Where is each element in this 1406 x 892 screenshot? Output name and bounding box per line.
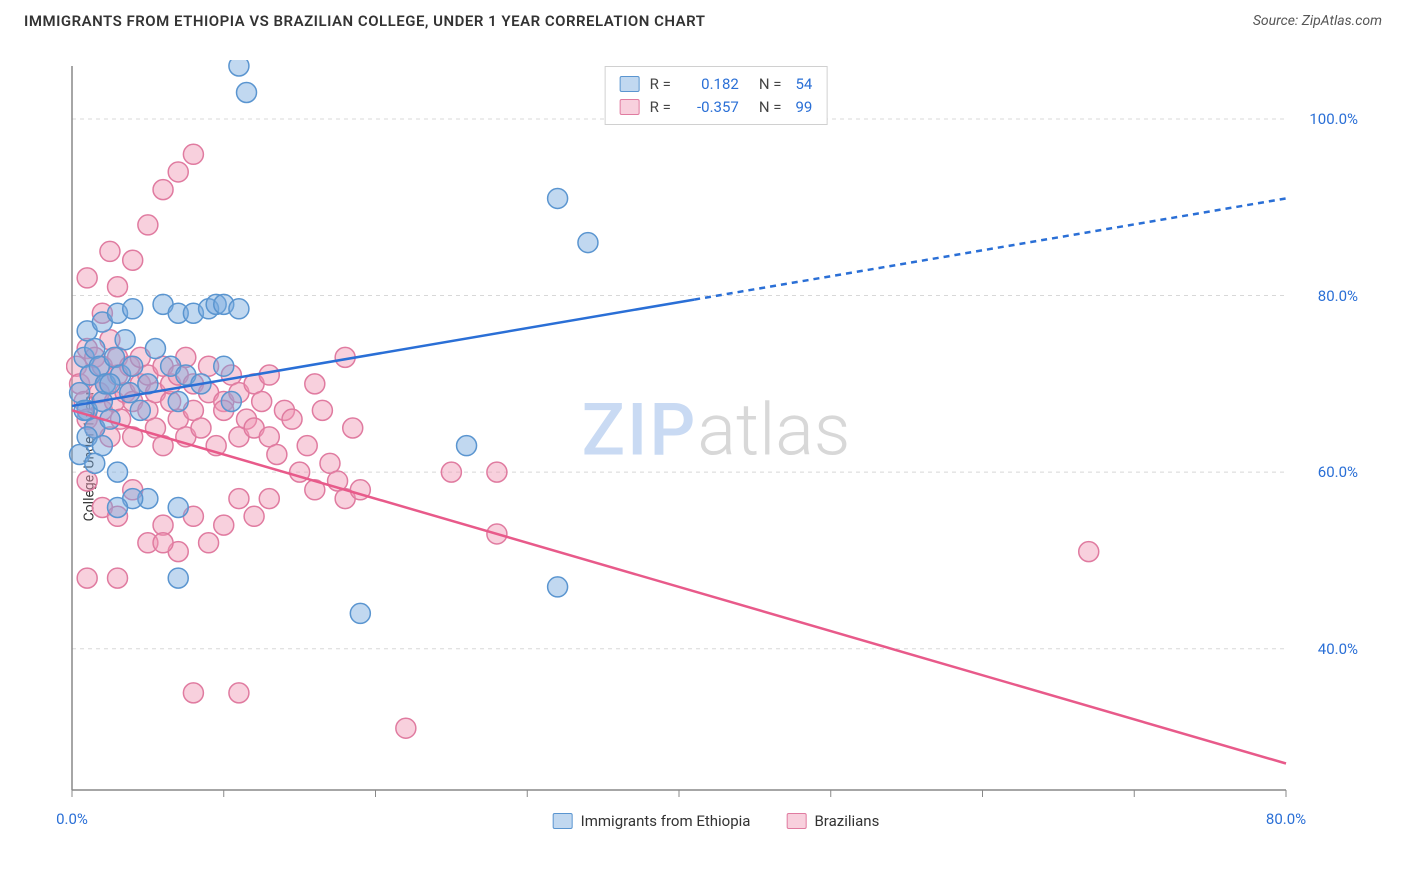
r-value-ethiopia: 0.182 xyxy=(685,73,739,96)
chart-container: College, Under 1 year ZIPatlas R = 0.182… xyxy=(24,46,1384,866)
swatch-blue-icon xyxy=(553,813,573,829)
legend-label-brazilians: Brazilians xyxy=(814,812,879,830)
series-legend: Immigrants from Ethiopia Brazilians xyxy=(553,812,880,830)
source-attribution: Source: ZipAtlas.com xyxy=(1253,13,1382,29)
legend-item-ethiopia: Immigrants from Ethiopia xyxy=(553,812,751,830)
y-tick-label: 80.0% xyxy=(1318,287,1358,305)
swatch-pink-icon xyxy=(620,99,640,115)
x-tick-label: 0.0% xyxy=(56,810,88,828)
n-label: N = xyxy=(759,73,782,96)
y-tick-label: 40.0% xyxy=(1318,640,1358,658)
correlation-legend: R = 0.182 N = 54 R = -0.357 N = 99 xyxy=(605,66,828,125)
n-value-ethiopia: 54 xyxy=(795,73,812,96)
legend-row-ethiopia: R = 0.182 N = 54 xyxy=(620,73,813,96)
swatch-pink-icon xyxy=(786,813,806,829)
scatter-chart xyxy=(66,60,1366,830)
swatch-blue-icon xyxy=(620,76,640,92)
chart-title: IMMIGRANTS FROM ETHIOPIA VS BRAZILIAN CO… xyxy=(24,12,705,30)
plot-area: ZIPatlas R = 0.182 N = 54 R = -0.357 N =… xyxy=(66,60,1366,830)
legend-row-brazilians: R = -0.357 N = 99 xyxy=(620,96,813,119)
y-tick-label: 60.0% xyxy=(1318,463,1358,481)
source-name: ZipAtlas.com xyxy=(1302,13,1382,29)
legend-item-brazilians: Brazilians xyxy=(786,812,879,830)
n-label: N = xyxy=(759,96,782,119)
x-tick-label: 80.0% xyxy=(1266,810,1306,828)
r-label: R = xyxy=(650,73,671,96)
r-value-brazilians: -0.357 xyxy=(685,96,739,119)
y-tick-label: 100.0% xyxy=(1309,110,1358,128)
r-label: R = xyxy=(650,96,671,119)
legend-label-ethiopia: Immigrants from Ethiopia xyxy=(581,812,751,830)
source-label: Source: xyxy=(1253,13,1302,29)
n-value-brazilians: 99 xyxy=(795,96,812,119)
